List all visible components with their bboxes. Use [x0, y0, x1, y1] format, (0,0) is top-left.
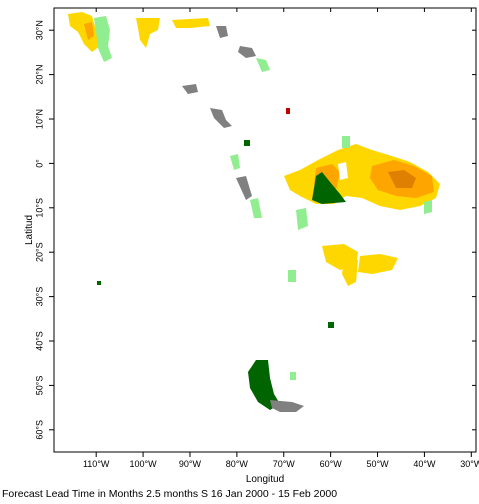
lon-tick-label: 30°W: [460, 459, 479, 469]
lat-tick-label: 60°S: [34, 420, 44, 440]
lat-tick-label: 10°N: [34, 109, 44, 129]
lon-tick-label: 70°W: [273, 459, 296, 469]
lon-tick-label: 110°W: [83, 459, 110, 469]
patch-lightgreen-chile-north: [288, 270, 296, 282]
data-patches: [68, 12, 440, 412]
patch-yellow-texas: [136, 18, 160, 48]
plot-frame: [53, 7, 477, 453]
lat-tick-label: 40°S: [34, 331, 44, 351]
patch-white-gap-amazon: [338, 162, 348, 180]
lon-tick-label: 100°W: [130, 459, 158, 469]
patch-lightgreen-amazon-north: [342, 136, 350, 148]
lat-tick-label: 30°S: [34, 287, 44, 307]
patch-darkgreen-pacific-dot: [97, 281, 101, 285]
longitude-ticks: 110°W 100°W 90°W 80°W 70°W 60°W 50°W 40°W 30°W: [83, 8, 479, 469]
patch-gray-tierra-del-fuego: [270, 400, 304, 412]
patch-lightgreen-patagonia: [290, 372, 296, 380]
patch-darkgreen-patagonia: [248, 360, 280, 410]
lat-tick-label: 0°: [34, 159, 44, 168]
x-axis-title: Longitud: [246, 474, 284, 485]
patch-gray-caribbean-1: [238, 46, 256, 58]
patch-red-dot: [286, 108, 290, 114]
lat-tick-label: 50°S: [34, 376, 44, 396]
lon-tick-label: 60°W: [320, 459, 343, 469]
lon-tick-label: 80°W: [226, 459, 249, 469]
patch-gray-central-america: [210, 108, 232, 128]
patch-yellow-gulf: [172, 18, 210, 28]
forecast-caption: Forecast Lead Time in Months 2.5 months …: [2, 488, 338, 500]
patch-gray-florida: [216, 26, 228, 38]
patch-darkgreen-amazon: [312, 172, 346, 204]
lon-tick-label: 40°W: [413, 459, 436, 469]
y-axis-title: Latitud: [24, 215, 35, 245]
patch-gray-caribbean-2: [182, 84, 198, 94]
patch-yellow-southbrazil: [358, 254, 398, 274]
patch-orange-mexico: [84, 22, 94, 40]
patch-darkgreen-panama: [244, 140, 250, 146]
patch-darkorange-northeast: [388, 170, 416, 188]
latitude-ticks: 30°N 20°N 10°N 0° 10°S 20°S 30°S 40°S 50°S 60°S: [34, 20, 476, 440]
lat-tick-label: 10°S: [34, 198, 44, 218]
patch-yellow-uruguay: [342, 260, 358, 286]
patch-lightgreen-caribbean: [256, 58, 270, 72]
lon-tick-label: 90°W: [179, 459, 202, 469]
patch-gray-peru: [236, 176, 252, 200]
patch-lightgreen-ecuador: [230, 154, 240, 170]
patch-lightgreen-peru: [250, 198, 262, 218]
lat-tick-label: 30°N: [34, 20, 44, 40]
lon-tick-label: 50°W: [366, 459, 389, 469]
patch-lightgreen-bolivia: [296, 208, 308, 230]
lat-tick-label: 20°S: [34, 242, 44, 262]
lat-tick-label: 20°N: [34, 65, 44, 85]
patch-lightgreen-brazil-coast: [424, 200, 432, 214]
patch-darkgreen-argentina-dot: [328, 322, 334, 328]
patch-lightgreen-mexico: [94, 16, 112, 62]
